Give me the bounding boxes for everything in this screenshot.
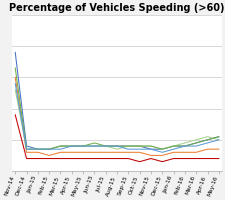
- Title: Percentage of Vehicles Speeding (>60): Percentage of Vehicles Speeding (>60): [9, 3, 225, 13]
